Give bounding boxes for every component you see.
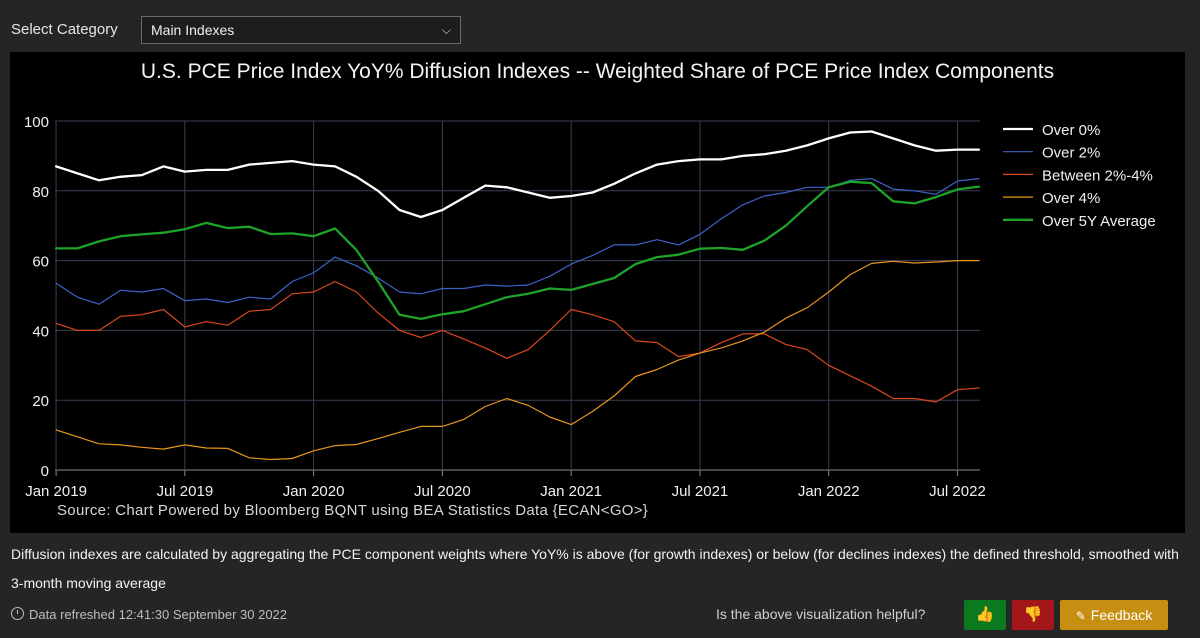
feedback-button[interactable]: ✎ Feedback <box>1060 600 1168 630</box>
thumbs-up-icon: 👍 <box>975 606 995 623</box>
legend-label: Over 2% <box>1042 145 1100 162</box>
series-line-over-5y-average <box>54 180 981 321</box>
legend-label: Over 0% <box>1042 122 1100 139</box>
chart-panel: 0 20 40 60 80 100 Jan 2019 Jul 2019 Jan 2020 Jul … <box>10 52 1185 533</box>
y-tick-label: 80 <box>32 184 49 201</box>
x-tick-label: Jan 2020 <box>283 483 345 500</box>
description-text: Diffusion indexes are calculated by aggr… <box>11 546 1179 591</box>
chart-title: U.S. PCE Price Index YoY% Diffusion Inde… <box>140 60 1055 83</box>
chevron-down-icon: ⌵ <box>441 23 451 37</box>
clock-icon <box>11 607 24 620</box>
series-line-between-2-4- <box>55 280 980 403</box>
source-text: Source: Chart Powered by Bloomberg BQNT … <box>57 502 649 519</box>
x-tick-label: Jul 2022 <box>929 483 986 500</box>
x-tick-label: Jan 2021 <box>540 483 602 500</box>
x-tick-label: Jul 2019 <box>156 483 213 500</box>
feedback-label: Feedback <box>1090 607 1153 623</box>
series-line-over-4- <box>55 260 980 461</box>
series-lines <box>54 130 981 461</box>
y-tick-label: 60 <box>32 254 49 271</box>
thumbs-down-button[interactable]: 👎 <box>1012 600 1054 630</box>
data-refreshed: Data refreshed 12:41:30 September 30 202… <box>11 607 287 622</box>
thumbs-up-button[interactable]: 👍 <box>964 600 1006 630</box>
legend-label: Between 2%-4% <box>1042 167 1153 184</box>
x-tick-label: Jan 2022 <box>798 483 860 500</box>
legend: Over 0% Over 2% Between 2%-4% Over 4% Over 5… <box>1003 122 1156 230</box>
category-label: Select Category <box>11 21 118 38</box>
thumbs-down-icon: 👎 <box>1023 606 1043 623</box>
helpful-question: Is the above visualization helpful? <box>716 606 926 622</box>
series-line-over-0- <box>54 130 981 219</box>
x-tick-label: Jul 2021 <box>672 483 729 500</box>
legend-label: Over 4% <box>1042 190 1100 207</box>
series-line-over-2- <box>55 177 980 305</box>
category-select[interactable]: Main Indexes ⌵ <box>141 16 461 44</box>
comment-icon: ✎ <box>1075 609 1086 623</box>
y-tick-label: 100 <box>24 114 49 131</box>
x-tick-label: Jan 2019 <box>25 483 87 500</box>
y-tick-label: 0 <box>41 463 49 480</box>
legend-label: Over 5Y Average <box>1042 213 1156 230</box>
x-tick-label: Jul 2020 <box>414 483 471 500</box>
category-selected-value: Main Indexes <box>151 22 235 38</box>
refresh-text: Data refreshed 12:41:30 September 30 202… <box>29 607 288 622</box>
y-tick-label: 40 <box>32 323 49 340</box>
line-chart: 0 20 40 60 80 100 Jan 2019 Jul 2019 Jan 2020 Jul … <box>24 114 1156 500</box>
y-tick-label: 20 <box>32 393 49 410</box>
axes: 0 20 40 60 80 100 Jan 2019 Jul 2019 Jan 2020 Jul … <box>24 114 986 500</box>
